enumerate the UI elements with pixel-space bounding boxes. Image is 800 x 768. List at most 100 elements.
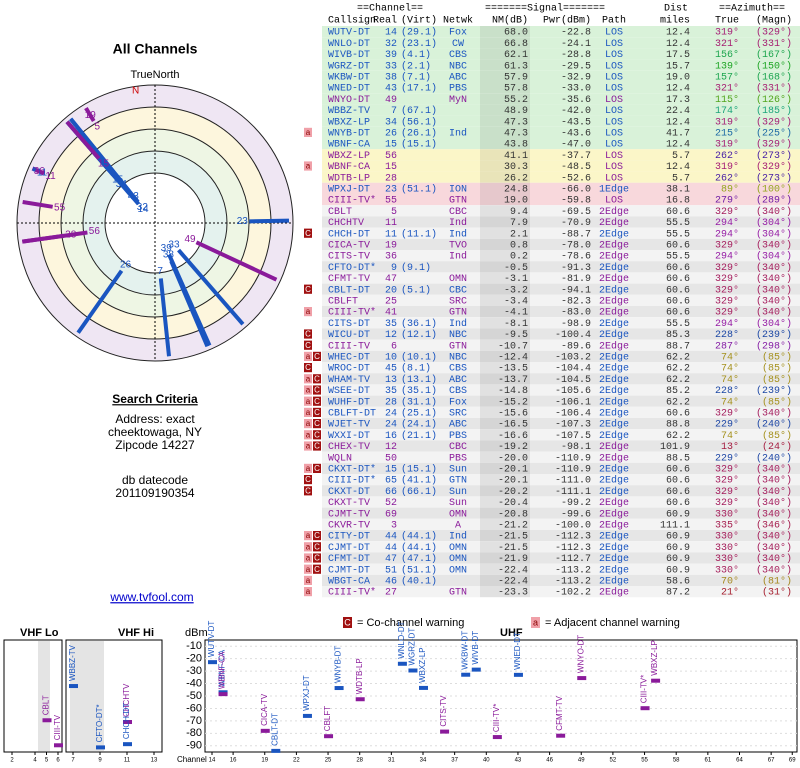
cell-pwr: -52.6: [561, 173, 591, 184]
cell-real: 47: [385, 554, 397, 565]
nm-cell: [480, 138, 530, 150]
row-background: [322, 194, 800, 206]
cell-path: 2Edge: [599, 318, 629, 330]
cell-dist: 60.6: [666, 207, 690, 218]
warning-letter: a: [306, 397, 311, 406]
cell-true: 74°: [721, 374, 739, 386]
cell-net: OMN: [449, 554, 467, 565]
cell-dist: 55.5: [666, 229, 690, 240]
warning-letter: C: [314, 542, 320, 551]
adjacent-icon: [304, 127, 312, 137]
nm-cell: [480, 462, 530, 474]
cell-true: 74°: [721, 352, 739, 364]
signal-line: [195, 240, 278, 282]
signal-label: 11: [37, 167, 48, 178]
adj-legend-text: = Adjacent channel warning: [545, 617, 680, 629]
nm-cell: [480, 339, 530, 351]
cell-net: Ind: [449, 531, 467, 543]
signal-line: [249, 218, 290, 224]
station-mark: [513, 672, 523, 677]
adjacent-icon: [304, 351, 312, 361]
warning-letter: C: [314, 408, 320, 417]
warning-letter: a: [306, 542, 311, 551]
cell-pwr: -32.9: [561, 73, 591, 84]
nm-cell: [480, 541, 530, 553]
cell-real: 13: [385, 375, 397, 386]
cell-call: WKBW-DT: [328, 73, 370, 84]
cell-path: 2Edge: [599, 273, 629, 285]
station-mark: [42, 718, 52, 723]
cell-dist: 62.2: [666, 431, 690, 442]
band-shade: [38, 641, 50, 751]
cell-net: ABC: [449, 73, 467, 84]
warning-letter: a: [306, 374, 311, 383]
cell-true: 329°: [715, 464, 739, 476]
nm-cell: [480, 160, 530, 172]
cell-path: 2Edge: [599, 531, 629, 543]
cell-dist: 12.4: [666, 84, 690, 95]
cell-net: PBS: [449, 84, 467, 95]
x-tick-label: 9: [98, 758, 102, 764]
station-mark: [419, 685, 428, 690]
cell-magn: (329°): [756, 161, 792, 173]
band-label: VHF Hi: [118, 627, 154, 639]
nm-cell: [480, 26, 530, 38]
cell-true: 329°: [715, 262, 739, 274]
cell-magn: (304°): [756, 217, 792, 229]
cell-dist: 17.5: [666, 50, 690, 61]
signal-line: [69, 117, 131, 192]
cell-pwr: -104.5: [555, 375, 591, 386]
cell-call: CHCH-DT: [328, 229, 370, 240]
cell-pwr: -94.1: [561, 285, 591, 296]
cell-path: 2Edge: [599, 352, 629, 364]
cell-nm: -13.7: [498, 375, 528, 386]
cell-pwr: -102.2: [555, 588, 591, 599]
station-label: WNED-DT: [513, 632, 522, 670]
cell-dist: 55.5: [666, 252, 690, 263]
cell-call: WROC-DT: [328, 364, 370, 375]
station-mark: [334, 686, 344, 691]
station-label: WNLO-DT: [397, 621, 406, 658]
nm-cell: [480, 238, 530, 250]
cell-magn: (85°): [762, 363, 792, 375]
co-legend-letter: C: [344, 617, 351, 627]
adjacent-icon: [304, 161, 312, 171]
column-header: Path: [602, 15, 626, 27]
x-tick-label: 34: [420, 758, 427, 764]
cell-net: Sun: [449, 487, 467, 498]
cell-true: 279°: [715, 195, 739, 207]
x-tick-label: 7: [71, 758, 75, 764]
column-header: Pwr(dBm): [543, 15, 591, 27]
x-tick-label: 49: [578, 758, 585, 764]
signal-label: 39: [161, 243, 173, 254]
criteria-title: Search Criteria: [112, 392, 198, 406]
nm-cell: [480, 70, 530, 82]
cell-true: 329°: [715, 486, 739, 498]
site-link[interactable]: www.tvfool.com: [109, 590, 193, 604]
cell-path: 2Edge: [599, 251, 629, 263]
cell-pwr: -106.4: [555, 409, 591, 420]
cell-real: 19: [385, 241, 397, 252]
signal-line: [76, 269, 124, 334]
cell-path: 2Edge: [599, 374, 629, 386]
band-panel: [3, 639, 63, 753]
cell-pwr: -43.5: [561, 117, 591, 128]
warning-letter: a: [306, 554, 311, 563]
co-channel-icon: [304, 329, 312, 339]
cell-net: GTN: [449, 476, 467, 487]
cell-real: 10: [385, 353, 397, 364]
nm-cell: [480, 194, 530, 206]
warning-letter: a: [306, 352, 311, 361]
nm-cell: [480, 149, 530, 161]
co-channel-icon: [313, 396, 321, 406]
cell-virt: (23.1): [401, 38, 437, 50]
warning-letter: C: [305, 341, 311, 350]
cell-path: 1Edge: [599, 184, 629, 196]
signal-label: 26: [120, 260, 132, 271]
nm-cell: [480, 294, 530, 306]
cell-call: WUTV-DT: [328, 28, 370, 39]
cell-nm: -15.6: [498, 409, 528, 420]
cell-virt: (24.1): [401, 419, 437, 431]
cell-pwr: -78.0: [561, 241, 591, 252]
x-tick-label: 19: [261, 758, 268, 764]
